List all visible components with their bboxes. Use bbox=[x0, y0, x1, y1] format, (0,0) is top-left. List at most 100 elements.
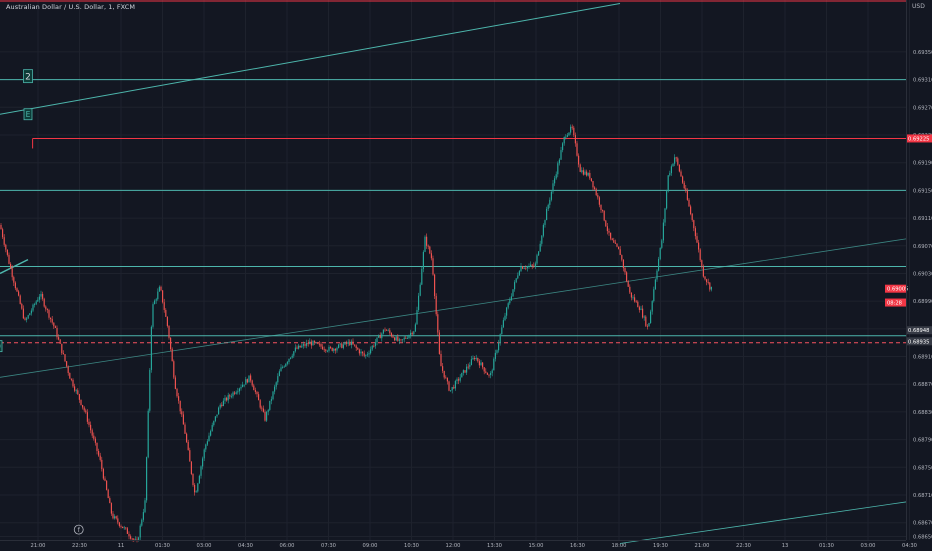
candle-body bbox=[157, 291, 159, 300]
candle-body bbox=[219, 404, 221, 408]
candle-body bbox=[626, 272, 628, 282]
candle-body bbox=[285, 363, 287, 367]
price-label: 08:28 bbox=[887, 301, 902, 307]
price-scale[interactable] bbox=[906, 0, 932, 540]
x-tick-label: 10:30 bbox=[404, 543, 419, 549]
candle-body bbox=[602, 210, 604, 211]
candle-body bbox=[16, 288, 18, 292]
candle-body bbox=[403, 337, 405, 340]
candle-body bbox=[606, 226, 608, 232]
candle-body bbox=[434, 274, 436, 297]
candle-body bbox=[342, 344, 344, 348]
candle-body bbox=[398, 339, 400, 341]
candle-body bbox=[162, 290, 164, 303]
wave-label-box bbox=[23, 108, 33, 121]
candle-body bbox=[173, 361, 175, 378]
candle-body bbox=[691, 213, 693, 221]
candle-body bbox=[629, 286, 631, 293]
x-tick-label: 13 bbox=[782, 543, 789, 549]
candle-body bbox=[670, 166, 672, 174]
candle-body bbox=[694, 228, 696, 237]
candle-body bbox=[190, 461, 192, 474]
price-label-bg bbox=[906, 337, 932, 346]
candle-body bbox=[269, 400, 271, 410]
candle-body bbox=[446, 378, 448, 382]
candle-body bbox=[515, 278, 517, 283]
candle-body bbox=[619, 249, 621, 256]
candle-body bbox=[266, 412, 268, 421]
price-label-bg bbox=[906, 134, 932, 143]
candle-body bbox=[654, 279, 656, 290]
candle-body bbox=[67, 366, 69, 373]
candle-body bbox=[237, 391, 239, 393]
candle-body bbox=[430, 253, 432, 259]
candle-body bbox=[408, 335, 410, 339]
candle-body bbox=[366, 354, 368, 356]
candle-body bbox=[24, 318, 26, 320]
candle-body bbox=[142, 512, 144, 520]
candle-body bbox=[560, 150, 562, 160]
candle-body bbox=[608, 231, 610, 233]
candle-body bbox=[438, 332, 440, 354]
candle-body bbox=[294, 347, 296, 352]
candle-body bbox=[534, 263, 536, 267]
candle-body bbox=[442, 366, 444, 371]
candle-body bbox=[50, 317, 52, 320]
candle-body bbox=[229, 395, 231, 397]
candle-body bbox=[362, 351, 364, 354]
candle-body bbox=[587, 172, 589, 176]
candle-body bbox=[512, 289, 514, 297]
price-label-bg bbox=[885, 298, 906, 307]
candle-body bbox=[397, 336, 399, 341]
candle-body bbox=[245, 379, 247, 385]
time-scale[interactable] bbox=[0, 540, 906, 551]
candle-body bbox=[542, 224, 544, 236]
candle-body bbox=[496, 350, 498, 353]
candle-body bbox=[221, 404, 223, 407]
candle-body bbox=[349, 341, 351, 345]
candle-body bbox=[686, 190, 688, 200]
candle-body bbox=[557, 163, 559, 175]
candle-body bbox=[491, 370, 493, 374]
candle-body bbox=[586, 171, 588, 176]
candle-body bbox=[262, 408, 264, 412]
candle-body bbox=[661, 240, 663, 248]
candle-body bbox=[320, 344, 322, 347]
candle-body bbox=[666, 191, 668, 209]
candle-body bbox=[493, 358, 495, 371]
candle-body bbox=[77, 390, 79, 395]
candle-body bbox=[208, 435, 210, 442]
candle-body bbox=[86, 412, 88, 422]
wave-label-box bbox=[23, 69, 33, 84]
candle-body bbox=[427, 245, 429, 247]
x-tick-label: 19:30 bbox=[653, 543, 668, 549]
candle-body bbox=[150, 326, 152, 370]
candle-body bbox=[470, 359, 472, 366]
candle-body bbox=[472, 357, 474, 360]
candle-body bbox=[30, 310, 32, 314]
candle-body bbox=[326, 350, 328, 352]
candle-body bbox=[104, 478, 106, 481]
candle-body bbox=[206, 441, 208, 445]
candle-body bbox=[314, 341, 316, 343]
candle-body bbox=[514, 282, 516, 290]
candle-body bbox=[35, 301, 37, 305]
candle-body bbox=[510, 296, 512, 301]
candle-body bbox=[178, 396, 180, 401]
candle-body bbox=[355, 345, 357, 348]
candle-body bbox=[365, 355, 367, 356]
candle-body bbox=[246, 379, 248, 383]
candle-body bbox=[435, 296, 437, 315]
candle-body bbox=[230, 396, 232, 398]
candle-body bbox=[421, 268, 423, 285]
candle-body bbox=[402, 339, 404, 341]
candle-body bbox=[533, 265, 535, 267]
candle-body bbox=[698, 242, 700, 250]
candle-body bbox=[194, 484, 196, 493]
